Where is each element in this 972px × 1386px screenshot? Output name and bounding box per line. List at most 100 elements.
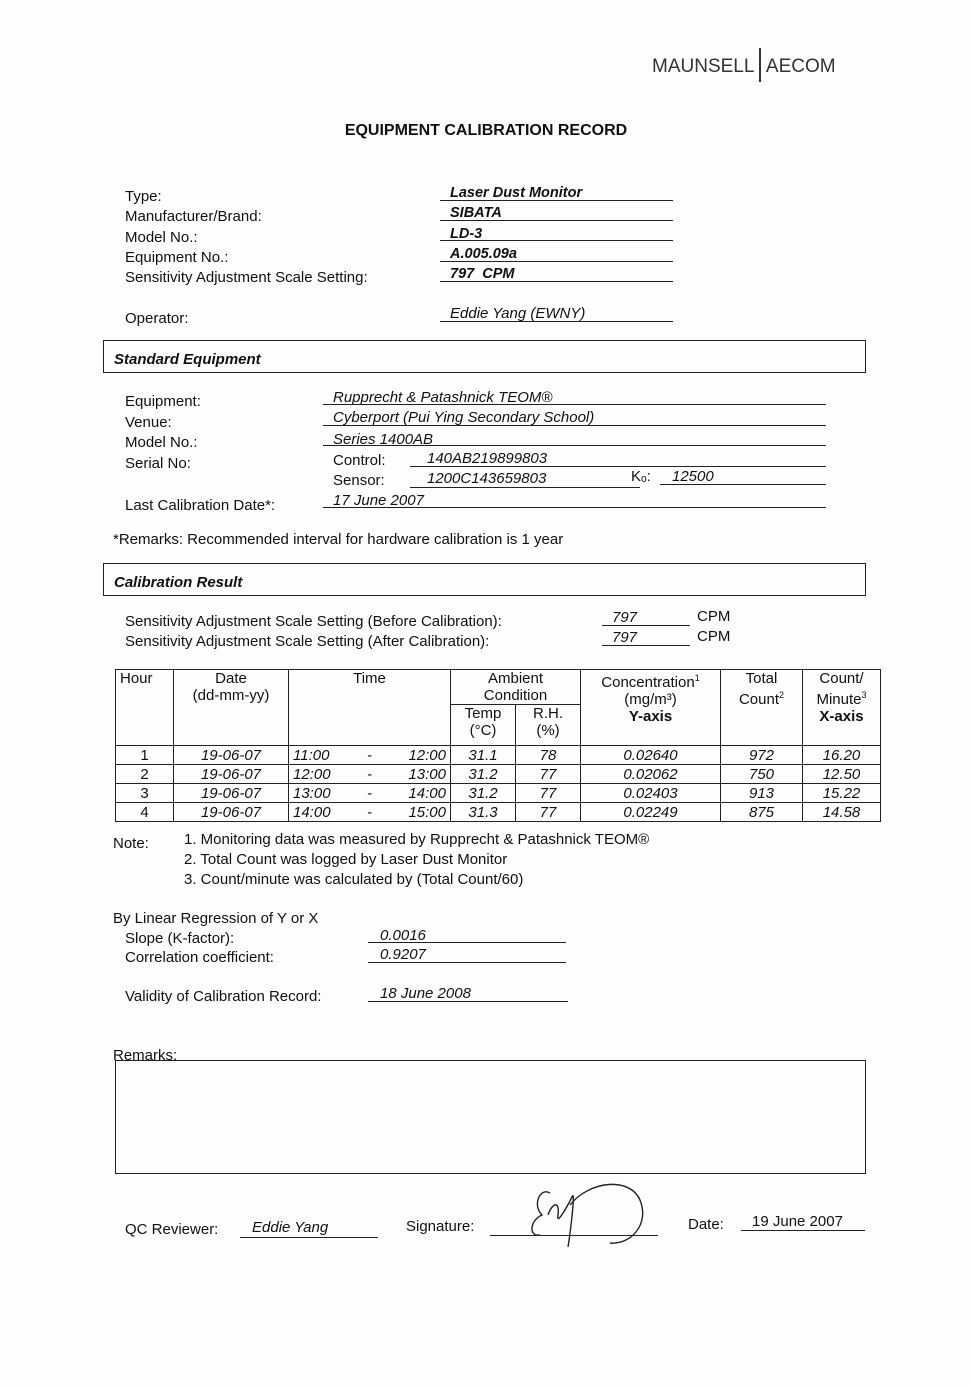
signature-image [531,1183,644,1248]
equipment-value: Rupprecht & Patashnick TEOM® [333,389,553,406]
count-minute-cell: 15.22 [802,783,881,803]
header-text: Temp [464,705,502,722]
validity-value: 18 June 2008 [380,985,471,1002]
header-concentration: Concentration1 (mg/m³) Y-axis [580,669,721,746]
header-ambient: Ambient Condition [450,669,581,705]
temp-cell: 31.1 [450,745,516,765]
table-row: 1 19-06-07 11:00-12:00 31.1 78 0.02640 972 16.2… [115,745,881,765]
hour-cell: 3 [115,783,174,803]
header-temp: Temp (°C) [450,704,516,746]
header-text: Minute [816,691,862,708]
header-text: Ambient [487,670,544,687]
table-row: 2 19-06-07 12:00-13:00 31.2 77 0.02062 750 12.5… [115,764,881,784]
label: Equipment No.: [125,248,229,266]
remarks-note: *Remarks: Recommended interval for hardw… [113,531,564,548]
total-count-cell: 875 [720,802,803,822]
header-text: (°C) [469,722,497,739]
note-item: 3. Count/minute was calculated by (Total… [184,871,524,888]
start-time-cell: 12:00 [288,764,360,784]
before-unit: CPM [697,608,731,625]
hour-cell: 4 [115,802,174,822]
last-cal-value: 17 June 2007 [333,492,424,509]
end-time-cell: 15:00 [379,802,451,822]
total-count-cell: 913 [720,783,803,803]
after-value: 797 [612,629,638,646]
slope-label: Slope (K-factor): [125,930,235,947]
header-text: (dd-mm-yy) [192,687,270,704]
calibration-result-section [103,563,866,596]
header-date: Date (dd-mm-yy) [173,669,289,746]
date-cell: 19-06-07 [173,764,289,784]
footnote-ref: 1 [694,673,700,683]
equipment-no-value: A.005.09a [450,245,517,262]
logo-right: AECOM [765,56,836,77]
corr-value: 0.9207 [380,946,426,963]
note-item: 1. Monitoring data was measured by Ruppr… [184,831,650,848]
count-minute-cell: 12.50 [802,764,881,784]
count-minute-cell: 14.58 [802,802,881,822]
concentration-cell: 0.02062 [580,764,721,784]
operator-value: Eddie Yang (EWNY) [450,305,586,322]
header-text: Date [215,670,247,687]
concentration-cell: 0.02249 [580,802,721,822]
table-row: 4 19-06-07 14:00-15:00 31.3 77 0.02249 875 14.5… [115,802,881,822]
header-text: (%) [536,722,560,739]
ko-label: Kₒ: [631,468,651,485]
note-label: Note: [113,835,149,852]
control-label: Control: [333,452,386,469]
footnote-ref: 3 [861,690,867,700]
hour-cell: 1 [115,745,174,765]
header-hour: Hour [115,669,174,746]
corr-label: Correlation coefficient: [125,949,274,966]
venue-value: Cyberport (Pui Ying Secondary School) [333,409,595,426]
total-count-cell: 972 [720,745,803,765]
header-count-minute: Count/Minute3 X-axis [802,669,881,746]
start-time-cell: 11:00 [288,745,360,765]
validity-label: Validity of Calibration Record: [125,988,322,1005]
header-text: Total [745,670,778,687]
note-item: 2. Total Count was logged by Laser Dust … [184,851,508,868]
equipment-info-values: Laser Dust Monitor SIBATA LD-3 A.005.09a… [450,183,582,284]
page-title: EQUIPMENT CALIBRATION RECORD [344,122,628,139]
total-count-cell: 750 [720,764,803,784]
concentration-cell: 0.02403 [580,783,721,803]
equipment-info-labels: Type: Manufacturer/Brand: Model No.: Equ… [125,187,368,288]
notes-list: 1. Monitoring data was measured by Ruppr… [184,830,649,890]
header-text: Count [738,691,779,708]
sensor-label: Sensor: [333,472,385,489]
hour-cell: 2 [115,764,174,784]
label: Model No.: [125,228,198,246]
operator-label: Operator: [125,310,189,327]
before-label: Sensitivity Adjustment Scale Setting (Be… [125,613,502,630]
dash-cell: - [359,783,380,803]
footnote-ref: 2 [779,690,785,700]
before-value: 797 [612,609,638,626]
date-cell: 19-06-07 [173,802,289,822]
rh-cell: 77 [515,802,581,822]
label: Model No.: [125,434,198,451]
temp-cell: 31.2 [450,783,516,803]
header-text: Count/ [819,670,864,687]
end-time-cell: 12:00 [379,745,451,765]
ko-value: 12500 [672,468,714,485]
label: Manufacturer/Brand: [125,208,262,226]
slope-value: 0.0016 [380,927,426,944]
signature-label: Signature: [406,1218,475,1235]
date-value: 19 June 2007 [752,1213,843,1230]
standard-equipment-labels: Equipment: Venue: Model No.: Serial No: … [125,392,275,516]
after-label: Sensitivity Adjustment Scale Setting (Af… [125,633,490,650]
header-text: X-axis [819,708,864,725]
rh-cell: 77 [515,764,581,784]
section-heading: Calibration Result [114,574,243,591]
header-text: Y-axis [628,708,673,725]
dash-cell: - [359,764,380,784]
label: Type: [125,188,162,205]
temp-cell: 31.3 [450,802,516,822]
standard-equipment-section [103,340,866,373]
header-time: Time [288,669,451,746]
model-value: LD-3 [450,225,483,242]
type-value: Laser Dust Monitor [450,185,583,201]
control-value: 140AB219899803 [427,450,548,467]
label: Equipment: [125,393,201,410]
label: Sensitivity Adjustment Scale Setting: [125,269,368,287]
